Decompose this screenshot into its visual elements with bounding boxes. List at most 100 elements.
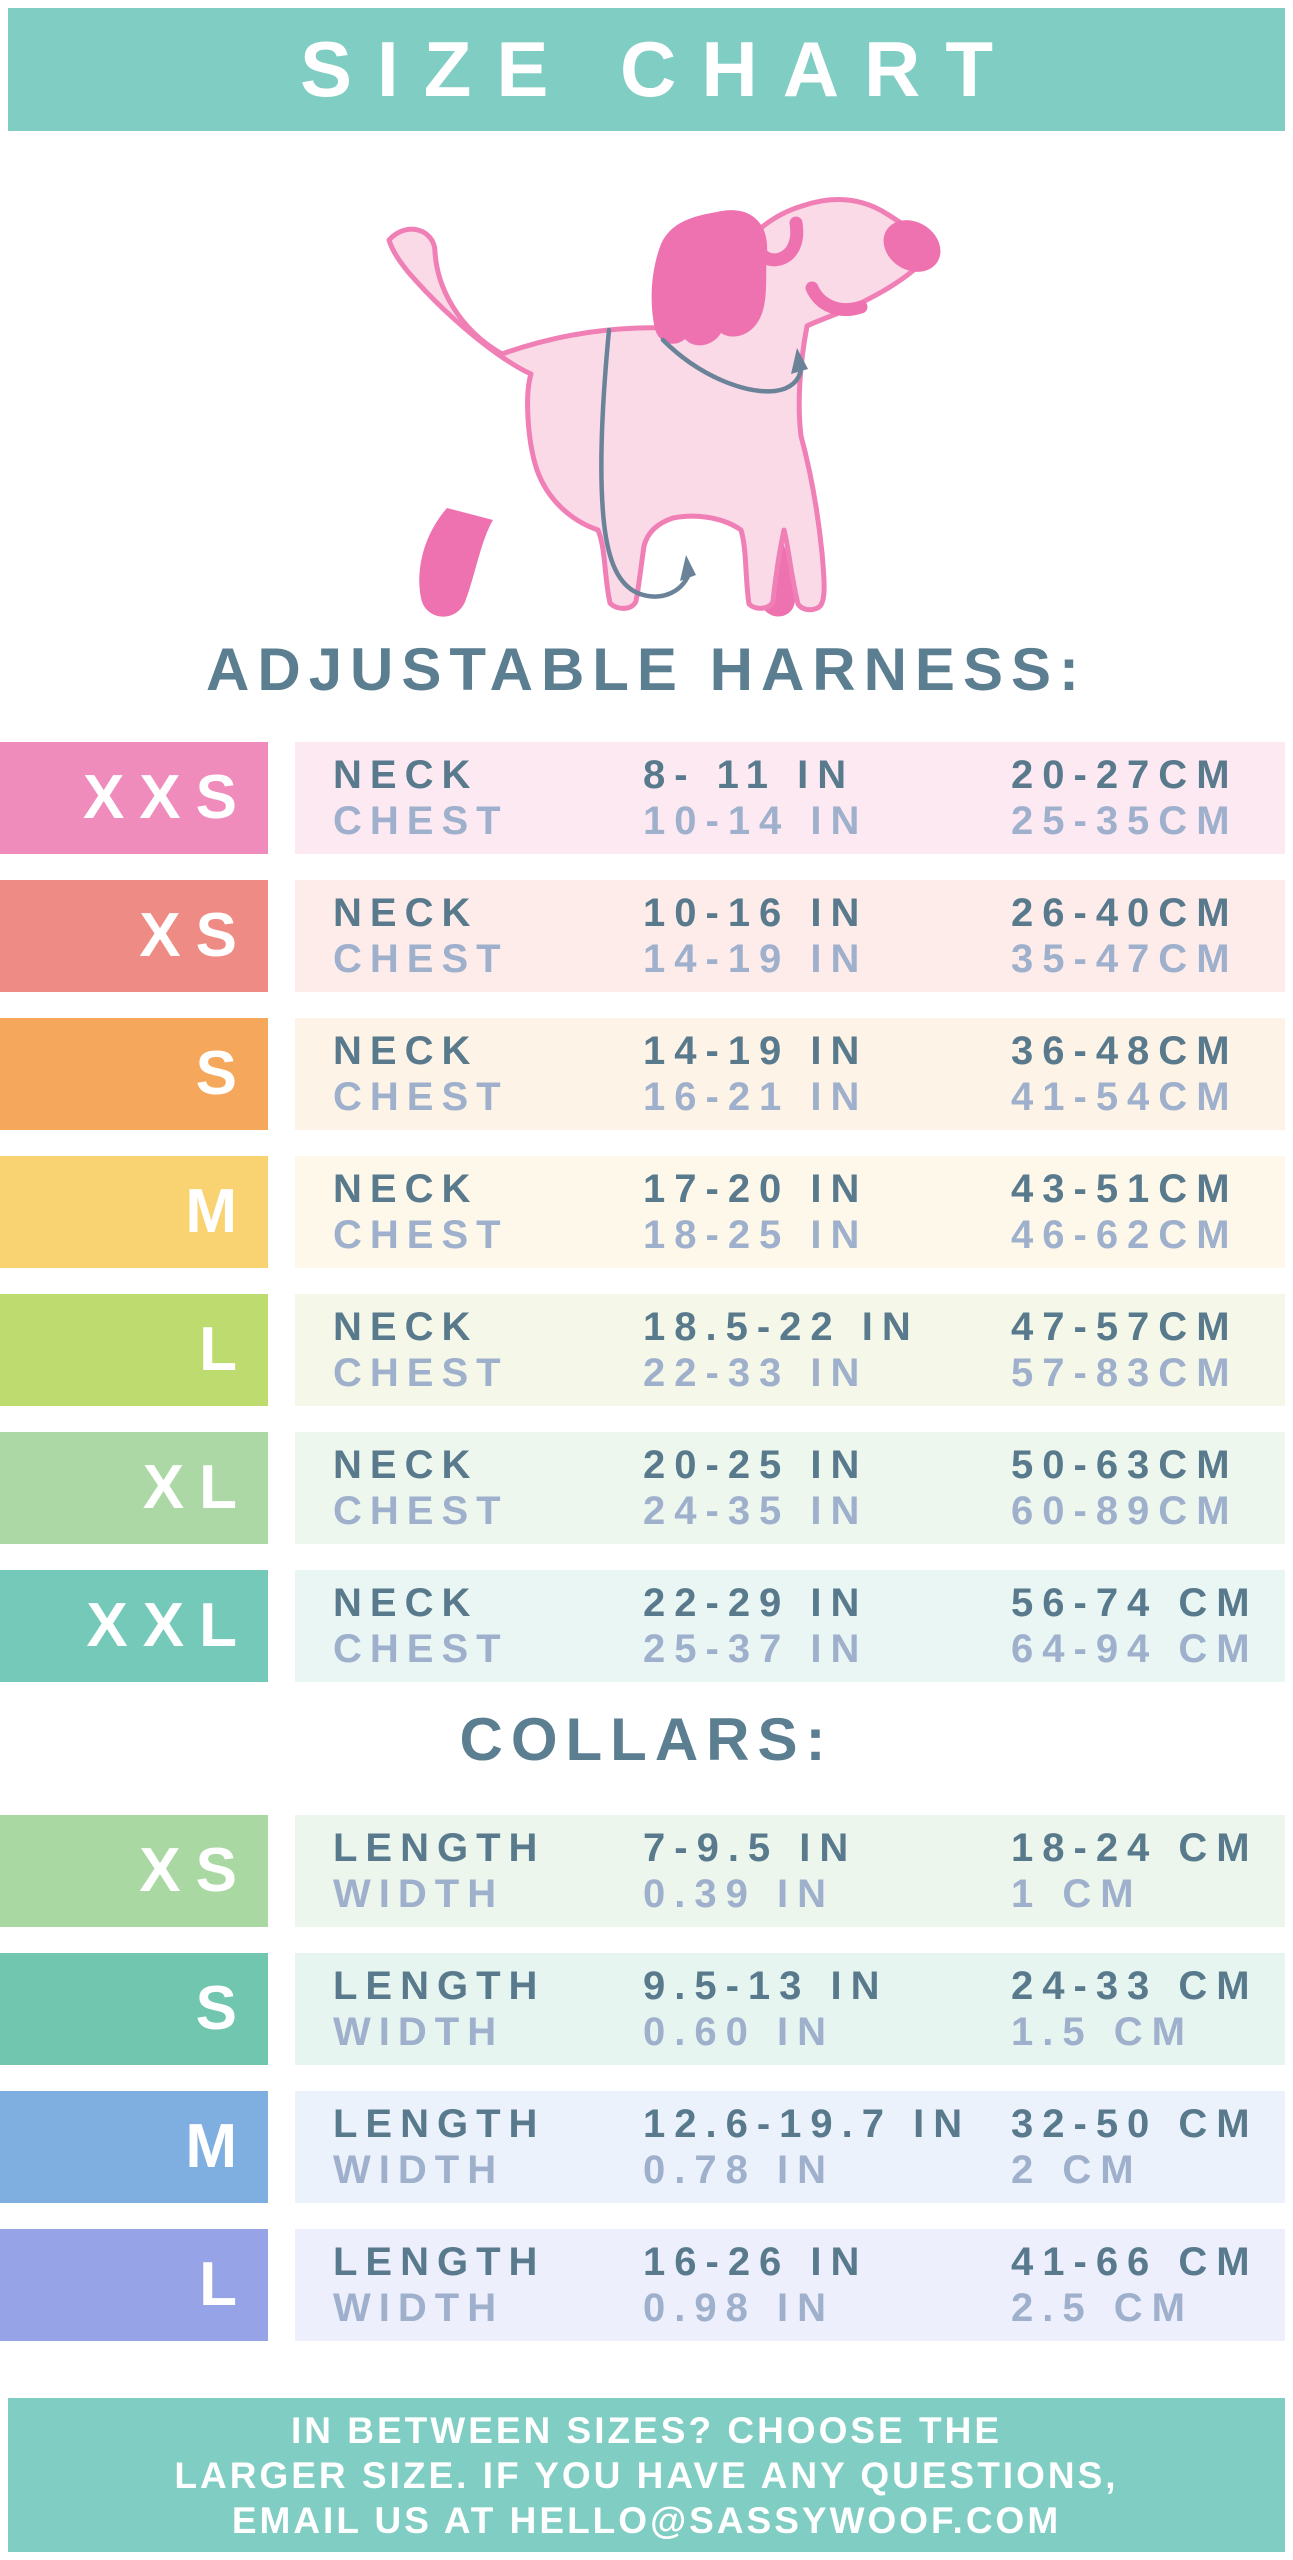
size-badge: XS [0,1815,268,1927]
neck-measure-line [660,337,803,394]
harness-row-xxs: XXS NECK 8- 11 IN 20-27CM CHEST 10-14 IN… [0,742,1293,854]
length-label: LENGTH [333,1826,546,1870]
length-label: LENGTH [333,2240,546,2284]
size-badge-label: XL [142,1453,252,1522]
width-inches-value: 0.39 IN [643,1872,835,1916]
size-badge: L [0,2229,268,2341]
size-badge-label: XS [139,1836,252,1905]
size-badge-label: XXS [82,763,252,832]
size-badge: XXL [0,1570,268,1682]
neck-cm-value: 43-51CM [1011,1167,1239,1211]
width-label: WIDTH [333,1872,505,1916]
footer-note-line-1: IN BETWEEN SIZES? CHOOSE THE [291,2409,1002,2451]
size-badge: XL [0,1432,268,1544]
neck-inches-value: 8- 11 IN [643,753,856,797]
chest-cm-value: 41-54CM [1011,1075,1239,1119]
neck-label: NECK [333,1581,479,1625]
width-label: WIDTH [333,2010,505,2054]
size-row-panel: NECK 8- 11 IN 20-27CM CHEST 10-14 IN 25-… [295,742,1285,854]
size-row-panel: LENGTH 16-26 IN 41-66 CM WIDTH 0.98 IN 2… [295,2229,1285,2341]
chest-cm-value: 60-89CM [1011,1489,1239,1533]
length-cm-value: 24-33 CM [1011,1964,1259,2008]
neck-label: NECK [333,1305,479,1349]
harness-table: XXS NECK 8- 11 IN 20-27CM CHEST 10-14 IN… [0,742,1293,1682]
size-row-panel: NECK 22-29 IN 56-74 CM CHEST 25-37 IN 64… [295,1570,1285,1682]
size-row-panel: NECK 20-25 IN 50-63CM CHEST 24-35 IN 60-… [295,1432,1285,1544]
harness-heading: ADJUSTABLE HARNESS: [206,636,1087,703]
chest-label: CHEST [333,1627,509,1671]
neck-label: NECK [333,1029,479,1073]
dog-mouth [805,281,867,316]
neck-measure-arrow [790,348,808,374]
neck-inches-value: 14-19 IN [643,1029,869,1073]
width-inches-value: 0.98 IN [643,2286,835,2330]
length-inches-value: 16-26 IN [643,2240,869,2284]
dog-ear [651,210,767,346]
length-inches-value: 9.5-13 IN [643,1964,889,2008]
length-inches-value: 12.6-19.7 IN [643,2102,972,2146]
collars-table: XS LENGTH 7-9.5 IN 18-24 CM WIDTH 0.39 I… [0,1815,1293,2341]
size-badge-label: M [185,2112,252,2181]
width-cm-value: 2.5 CM [1011,2286,1194,2330]
neck-cm-value: 56-74 CM [1011,1581,1259,1625]
size-row-panel: NECK 10-16 IN 26-40CM CHEST 14-19 IN 35-… [295,880,1285,992]
size-row-panel: NECK 18.5-22 IN 47-57CM CHEST 22-33 IN 5… [295,1294,1285,1406]
dog-illustration [297,178,997,638]
size-row-panel: LENGTH 12.6-19.7 IN 32-50 CM WIDTH 0.78 … [295,2091,1285,2203]
harness-row-xs: XS NECK 10-16 IN 26-40CM CHEST 14-19 IN … [0,880,1293,992]
harness-row-s: S NECK 14-19 IN 36-48CM CHEST 16-21 IN 4… [0,1018,1293,1130]
dog-eye [747,216,803,267]
neck-inches-value: 17-20 IN [643,1167,869,1211]
chest-inches-value: 14-19 IN [643,937,869,981]
chest-cm-value: 46-62CM [1011,1213,1239,1257]
size-badge: S [0,1953,268,2065]
size-badge-label: L [199,2250,252,2319]
chest-inches-value: 25-37 IN [643,1627,869,1671]
chest-cm-value: 25-35CM [1011,799,1239,843]
chest-label: CHEST [333,937,509,981]
width-cm-value: 1.5 CM [1011,2010,1194,2054]
size-badge: S [0,1018,268,1130]
collar-row-m: M LENGTH 12.6-19.7 IN 32-50 CM WIDTH 0.7… [0,2091,1293,2203]
harness-row-xxl: XXL NECK 22-29 IN 56-74 CM CHEST 25-37 I… [0,1570,1293,1682]
neck-inches-value: 22-29 IN [643,1581,869,1625]
size-badge: M [0,2091,268,2203]
size-row-panel: LENGTH 7-9.5 IN 18-24 CM WIDTH 0.39 IN 1… [295,1815,1285,1927]
neck-cm-value: 36-48CM [1011,1029,1239,1073]
dog-hind-leg-accent [418,508,493,617]
size-badge: XXS [0,742,268,854]
collar-row-l: L LENGTH 16-26 IN 41-66 CM WIDTH 0.98 IN… [0,2229,1293,2341]
chest-inches-value: 22-33 IN [643,1351,869,1395]
chest-cm-value: 35-47CM [1011,937,1239,981]
size-badge-label: XXL [86,1591,252,1660]
chest-inches-value: 18-25 IN [643,1213,869,1257]
neck-label: NECK [333,753,479,797]
footer-note-line-2: LARGER SIZE. IF YOU HAVE ANY QUESTIONS, [174,2454,1119,2496]
chest-inches-value: 10-14 IN [643,799,869,843]
neck-label: NECK [333,891,479,935]
chest-cm-value: 64-94 CM [1011,1627,1259,1671]
collar-row-s: S LENGTH 9.5-13 IN 24-33 CM WIDTH 0.60 I… [0,1953,1293,2065]
length-inches-value: 7-9.5 IN [643,1826,858,1870]
chest-inches-value: 16-21 IN [643,1075,869,1119]
length-label: LENGTH [333,1964,546,2008]
length-cm-value: 41-66 CM [1011,2240,1259,2284]
size-badge-label: XS [139,901,252,970]
size-badge: M [0,1156,268,1268]
size-badge-label: L [199,1315,252,1384]
neck-cm-value: 50-63CM [1011,1443,1239,1487]
size-badge: L [0,1294,268,1406]
harness-row-m: M NECK 17-20 IN 43-51CM CHEST 18-25 IN 4… [0,1156,1293,1268]
width-inches-value: 0.60 IN [643,2010,835,2054]
size-row-panel: LENGTH 9.5-13 IN 24-33 CM WIDTH 0.60 IN … [295,1953,1285,2065]
neck-label: NECK [333,1443,479,1487]
chest-label: CHEST [333,1075,509,1119]
neck-cm-value: 47-57CM [1011,1305,1239,1349]
dog-nose [883,220,940,272]
chest-label: CHEST [333,799,509,843]
width-label: WIDTH [333,2148,505,2192]
neck-inches-value: 10-16 IN [643,891,869,935]
neck-inches-value: 20-25 IN [643,1443,869,1487]
neck-cm-value: 20-27CM [1011,753,1239,797]
collar-row-xs: XS LENGTH 7-9.5 IN 18-24 CM WIDTH 0.39 I… [0,1815,1293,1927]
